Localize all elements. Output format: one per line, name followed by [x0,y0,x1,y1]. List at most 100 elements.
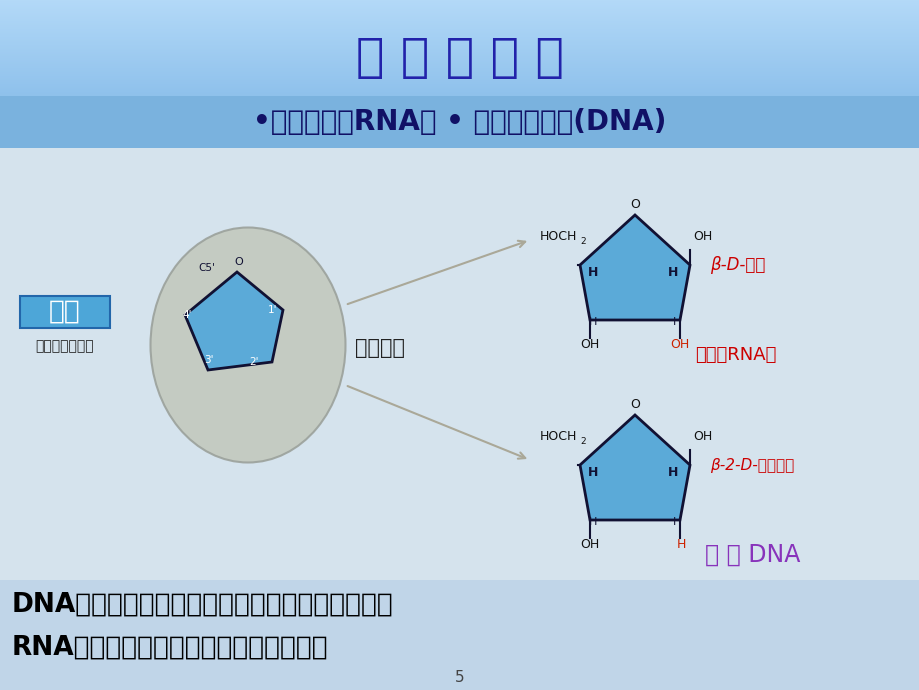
Polygon shape [579,215,689,320]
Text: H: H [588,317,596,327]
Bar [0,38,919,39]
Bar [0,77,919,78]
Text: 核 酸 的 种 类: 核 酸 的 种 类 [356,35,563,81]
Text: 4': 4' [182,310,191,320]
Bar [0,44,919,45]
Text: 5: 5 [455,671,464,685]
Bar [0,47,919,48]
Bar [0,57,919,58]
Bar [0,71,919,72]
Bar [0,51,919,52]
Bar [0,12,919,13]
Text: H: H [588,517,596,527]
Bar [0,40,919,41]
Bar [0,91,919,92]
Bar [0,96,919,97]
Bar [0,67,919,68]
Bar [0,58,919,59]
Text: β-D-核糖: β-D-核糖 [709,256,765,274]
Bar [0,19,919,20]
Text: C5': C5' [198,263,215,273]
Text: OH: OH [579,338,598,351]
Bar [0,11,919,12]
Bar [0,69,919,70]
Text: H: H [587,266,597,279]
Bar [0,33,919,34]
Text: OH: OH [692,430,711,443]
Text: 1': 1' [267,305,278,315]
Bar [0,65,919,66]
Text: （一种五碘糖）: （一种五碘糖） [36,339,95,353]
Text: 2': 2' [249,357,258,367]
Bar [0,39,919,40]
Bar [0,63,919,64]
Bar [0,20,919,21]
Bar [0,7,919,8]
Text: OH: OH [692,230,711,243]
Bar [0,0,919,1]
Bar [0,31,919,32]
Bar [0,75,919,76]
Bar [0,27,919,28]
Bar [0,92,919,93]
Bar [0,68,919,69]
Bar [0,76,919,77]
Ellipse shape [151,228,346,462]
Bar [0,8,919,9]
Text: 戊糖: 戊糖 [49,299,81,325]
Text: O: O [233,257,243,267]
Bar [0,74,919,75]
Bar [0,89,919,90]
Bar [0,60,919,61]
Polygon shape [185,272,283,370]
Bar [0,6,919,7]
Text: H: H [676,538,686,551]
Bar [0,54,919,55]
Bar [0,35,919,36]
Bar [0,59,919,60]
Text: （构成RNA）: （构成RNA） [694,346,776,364]
Bar [0,87,919,88]
Bar [0,78,919,79]
Text: 构 成 DNA: 构 成 DNA [704,543,800,567]
Text: 3': 3' [204,355,213,365]
Bar [0,64,919,65]
Bar [0,96,919,148]
Text: DNA所含的戊糖为脱氧核糖，故称为脱氧核糖核酸: DNA所含的戊糖为脱氧核糖，故称为脱氧核糖核酸 [12,592,393,618]
Bar [0,85,919,86]
Bar [0,93,919,94]
Bar [0,13,919,14]
Bar [0,53,919,54]
Bar [0,22,919,23]
Bar [0,32,919,33]
Text: 2: 2 [579,237,585,246]
Bar [0,10,919,11]
Bar [0,16,919,17]
Text: H: H [667,466,677,478]
Bar [0,42,919,43]
Text: 2: 2 [579,437,585,446]
Text: RNA所含的戊糖为核糖，故称为核糖核酸: RNA所含的戊糖为核糖，故称为核糖核酸 [12,635,328,661]
Text: OH: OH [579,538,598,551]
Bar [0,4,919,5]
Bar [0,49,919,50]
Bar [0,80,919,81]
Bar [0,95,919,96]
Text: HOCH: HOCH [539,230,577,243]
Bar [0,28,919,29]
Bar [0,5,919,6]
Bar [0,86,919,87]
Bar [0,24,919,25]
Bar [0,29,919,30]
Text: H: H [587,466,597,478]
Text: •核糖核酸（RNA） • 脱氧核糖核酸(DNA): •核糖核酸（RNA） • 脱氧核糖核酸(DNA) [253,108,666,136]
Bar [0,98,919,99]
Bar [0,23,919,24]
Bar [0,1,919,2]
Bar [0,83,919,84]
Bar [0,34,919,35]
Text: β-2-D-脱氧核糖: β-2-D-脱氧核糖 [709,457,793,473]
Text: 分为两类: 分为两类 [355,338,404,358]
Bar [0,97,919,98]
Bar [0,148,919,580]
